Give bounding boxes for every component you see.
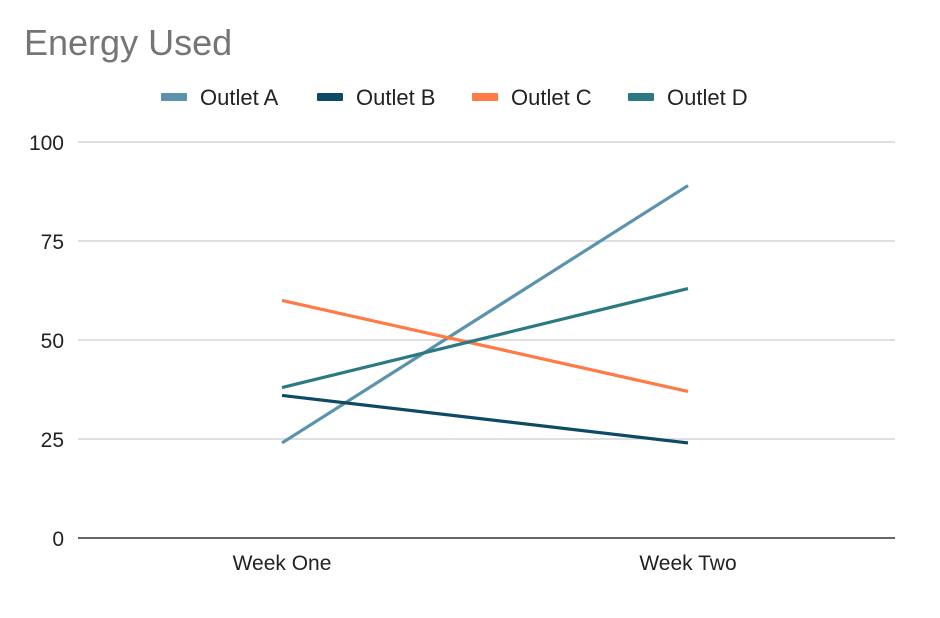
legend-swatch — [317, 93, 343, 101]
legend-swatch — [161, 93, 187, 101]
y-tick-label: 50 — [41, 330, 64, 353]
y-tick-label: 75 — [41, 231, 64, 254]
series-line-outlet-a — [281, 184, 689, 445]
legend-label: Outlet C — [511, 85, 592, 110]
x-tick-label: Week One — [233, 552, 332, 575]
y-axis-ticks: 0 25 50 75 100 — [29, 132, 64, 551]
chart-title: Energy Used — [24, 22, 232, 63]
series-line-outlet-b — [281, 393, 689, 445]
legend-label: Outlet B — [356, 85, 435, 110]
x-tick-label: Week Two — [639, 552, 736, 575]
series-line-outlet-d — [281, 286, 689, 390]
y-tick-label: 25 — [41, 429, 64, 452]
series-line-outlet-c — [281, 298, 689, 394]
legend-label: Outlet A — [200, 85, 279, 110]
legend-label: Outlet D — [667, 85, 748, 110]
y-tick-label: 0 — [52, 528, 64, 551]
y-gridlines — [78, 141, 895, 440]
legend-swatch — [628, 93, 654, 101]
series-lines — [281, 184, 689, 445]
y-tick-label: 100 — [29, 132, 64, 155]
x-axis-ticks: Week One Week Two — [233, 552, 737, 575]
legend: Outlet A Outlet B Outlet C Outlet D — [161, 85, 748, 110]
legend-swatch — [472, 93, 498, 101]
